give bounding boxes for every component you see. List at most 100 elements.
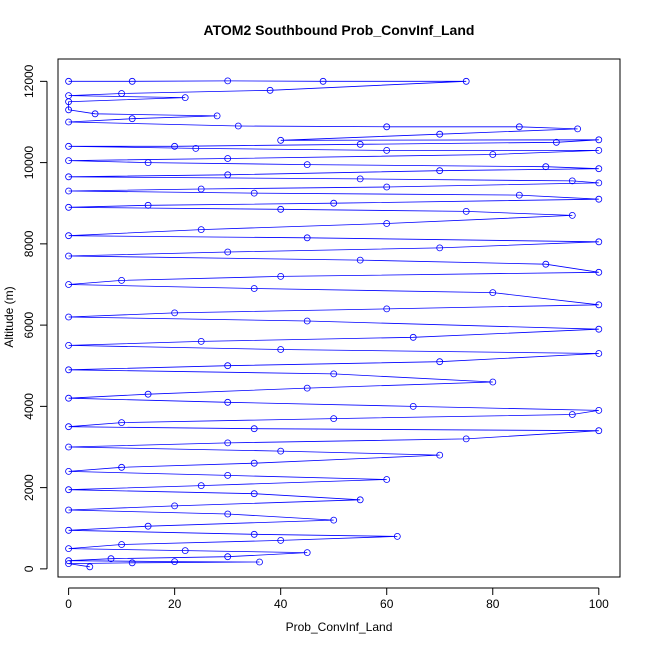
- y-tick-label: 10000: [22, 146, 36, 180]
- data-point: [224, 155, 232, 162]
- data-point: [330, 415, 338, 423]
- data-point: [436, 451, 444, 459]
- data-point: [65, 98, 72, 106]
- data-point: [256, 558, 263, 566]
- data-point: [303, 234, 311, 242]
- y-tick-label: 6000: [22, 311, 36, 338]
- data-point: [65, 423, 72, 431]
- y-tick-label: 8000: [22, 230, 36, 257]
- data-point: [224, 248, 232, 256]
- data-point: [144, 201, 152, 209]
- data-point: [86, 563, 94, 571]
- data-point: [553, 138, 560, 146]
- data-point: [489, 378, 497, 386]
- data-point: [266, 86, 274, 94]
- data-point: [107, 555, 115, 563]
- data-point: [595, 179, 603, 187]
- data-point: [128, 77, 136, 85]
- data-point: [595, 146, 603, 154]
- data-point: [568, 177, 576, 185]
- data-point: [128, 559, 136, 567]
- data-point: [65, 203, 72, 211]
- data-point: [65, 560, 72, 567]
- data-point: [356, 175, 364, 183]
- data-point: [65, 232, 72, 240]
- y-tick-label: 0: [22, 565, 36, 572]
- data-point: [277, 447, 285, 455]
- data-point: [65, 394, 72, 402]
- data-point: [171, 309, 179, 317]
- data-point: [65, 557, 72, 565]
- data-point: [224, 471, 232, 479]
- data-point: [303, 549, 311, 556]
- data-point: [277, 136, 285, 144]
- data-point: [436, 130, 444, 138]
- data-point: [462, 77, 470, 85]
- data-point: [65, 467, 72, 475]
- data-point: [303, 161, 311, 169]
- data-point: [144, 159, 152, 167]
- data-point: [118, 90, 125, 97]
- data-point: [91, 110, 99, 118]
- data-point: [568, 411, 576, 418]
- data-point: [171, 502, 179, 510]
- data-point: [330, 370, 338, 378]
- data-point: [250, 490, 258, 498]
- y-tick-label: 2000: [22, 474, 36, 501]
- x-tick-label: 80: [486, 597, 500, 611]
- data-point: [462, 207, 470, 215]
- data-point: [65, 545, 72, 552]
- data-point: [319, 77, 327, 85]
- data-point: [65, 281, 72, 288]
- data-point: [65, 506, 72, 514]
- data-point: [383, 183, 391, 191]
- x-tick-label: 60: [380, 597, 394, 611]
- data-point: [65, 77, 72, 85]
- data-point: [356, 140, 364, 148]
- series-line: [68, 80, 599, 568]
- data-point: [197, 482, 205, 490]
- data-point: [595, 195, 603, 203]
- data-point: [303, 317, 311, 325]
- data-point: [436, 167, 444, 175]
- data-point: [128, 115, 136, 123]
- data-point: [250, 459, 258, 467]
- data-point: [595, 350, 603, 357]
- data-point: [489, 151, 497, 158]
- data-point: [409, 333, 417, 341]
- data-point: [118, 276, 125, 284]
- data-point: [65, 366, 72, 374]
- data-point: [277, 272, 285, 280]
- data-point: [515, 123, 523, 131]
- data-point: [595, 301, 603, 309]
- data-point: [65, 526, 72, 534]
- data-point: [171, 142, 179, 150]
- data-point: [409, 402, 417, 410]
- data-point: [489, 289, 497, 297]
- data-point: [197, 226, 205, 234]
- data-point: [224, 77, 232, 85]
- data-point: [224, 510, 232, 518]
- data-point: [118, 463, 125, 471]
- data-point: [224, 553, 232, 561]
- data-point: [356, 496, 364, 504]
- y-axis-label: Altitude (m): [2, 286, 16, 347]
- data-point: [224, 171, 232, 179]
- data-point: [277, 346, 285, 353]
- x-tick-label: 40: [274, 597, 288, 611]
- data-point: [595, 406, 603, 414]
- data-point: [250, 425, 258, 433]
- data-point: [277, 537, 285, 544]
- data-point: [181, 547, 189, 554]
- data-point: [144, 522, 152, 530]
- data-point: [330, 516, 338, 524]
- plot-frame: [57, 58, 621, 578]
- data-point: [65, 142, 72, 150]
- data-point: [383, 146, 391, 154]
- data-point: [568, 211, 576, 219]
- data-point: [65, 252, 72, 260]
- data-point: [65, 486, 72, 494]
- data-point: [213, 112, 221, 120]
